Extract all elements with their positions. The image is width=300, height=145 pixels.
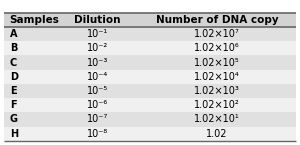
Bar <box>138 84 296 98</box>
Text: 10⁻⁸: 10⁻⁸ <box>87 129 108 139</box>
Bar <box>138 55 296 70</box>
Bar <box>4 27 57 41</box>
Bar <box>57 41 138 55</box>
Text: 10⁻⁷: 10⁻⁷ <box>87 114 108 124</box>
Text: 1.02×10³: 1.02×10³ <box>194 86 240 96</box>
Bar <box>57 13 138 27</box>
Bar <box>4 41 57 55</box>
Bar <box>4 13 57 27</box>
Bar <box>4 98 57 112</box>
Bar <box>57 84 138 98</box>
Text: Samples: Samples <box>10 15 60 25</box>
Text: Dilution: Dilution <box>74 15 121 25</box>
Bar <box>4 84 57 98</box>
Text: F: F <box>10 100 16 110</box>
Text: B: B <box>10 43 17 53</box>
Text: 1.02×10⁷: 1.02×10⁷ <box>194 29 240 39</box>
Bar <box>138 41 296 55</box>
Bar <box>138 13 296 27</box>
Text: C: C <box>10 58 17 68</box>
Bar <box>4 55 57 70</box>
Bar <box>4 70 57 84</box>
Bar <box>138 112 296 127</box>
Text: G: G <box>10 114 18 124</box>
Bar <box>138 27 296 41</box>
Bar <box>57 98 138 112</box>
Text: A: A <box>10 29 17 39</box>
Bar <box>57 27 138 41</box>
Bar <box>138 127 296 141</box>
Text: 1.02×10¹: 1.02×10¹ <box>194 114 240 124</box>
Text: Number of DNA copy: Number of DNA copy <box>156 15 278 25</box>
Text: 1.02×10⁶: 1.02×10⁶ <box>194 43 240 53</box>
Bar <box>57 70 138 84</box>
Bar <box>57 112 138 127</box>
Text: D: D <box>10 72 18 82</box>
Text: 10⁻¹: 10⁻¹ <box>87 29 108 39</box>
Text: 10⁻³: 10⁻³ <box>87 58 108 68</box>
Bar <box>57 55 138 70</box>
Text: 1.02×10⁵: 1.02×10⁵ <box>194 58 240 68</box>
Bar <box>138 98 296 112</box>
Text: 10⁻⁴: 10⁻⁴ <box>87 72 108 82</box>
Text: 1.02×10⁴: 1.02×10⁴ <box>194 72 240 82</box>
Bar <box>138 70 296 84</box>
Bar <box>57 127 138 141</box>
Text: 1.02×10²: 1.02×10² <box>194 100 240 110</box>
Text: 10⁻²: 10⁻² <box>87 43 108 53</box>
Bar <box>4 127 57 141</box>
Text: 10⁻⁵: 10⁻⁵ <box>87 86 108 96</box>
Bar <box>4 112 57 127</box>
Text: 10⁻⁶: 10⁻⁶ <box>87 100 108 110</box>
Text: H: H <box>10 129 18 139</box>
Text: E: E <box>10 86 16 96</box>
Text: 1.02: 1.02 <box>206 129 228 139</box>
